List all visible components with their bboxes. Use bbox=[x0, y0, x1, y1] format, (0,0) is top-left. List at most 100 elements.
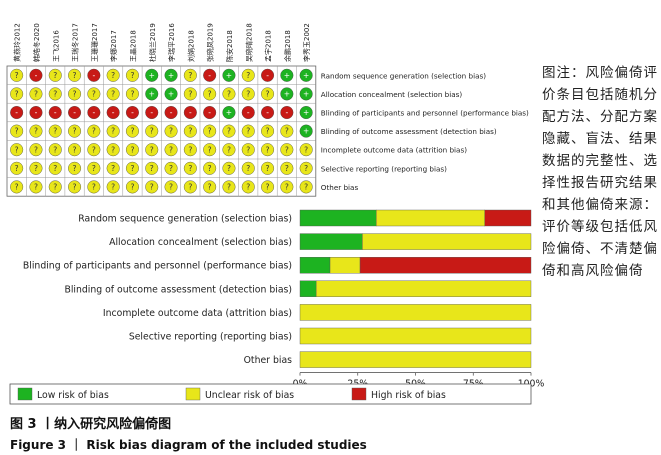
judgement-symbol: ? bbox=[53, 71, 57, 80]
high-risk-dot bbox=[203, 105, 217, 119]
judgement-symbol: - bbox=[35, 108, 38, 117]
judgement-symbol: ? bbox=[169, 145, 173, 154]
unclear-risk-dot bbox=[203, 161, 217, 175]
unclear-risk-dot bbox=[68, 143, 82, 157]
bar-segment bbox=[359, 257, 532, 274]
judgement-symbol: ? bbox=[15, 90, 19, 99]
judgement-symbol: ? bbox=[150, 145, 154, 154]
judgement-symbol: ? bbox=[15, 127, 19, 136]
unclear-risk-dot bbox=[280, 161, 294, 175]
domain-label: Allocation concealment (selection bias) bbox=[321, 90, 463, 99]
judgement-symbol: ? bbox=[188, 127, 192, 136]
judgement-symbol: ? bbox=[266, 127, 270, 136]
study-label: 韩皓冬2020 bbox=[32, 23, 41, 62]
judgement-symbol: ? bbox=[246, 164, 250, 173]
study-label: 李瑞平2016 bbox=[167, 23, 176, 62]
unclear-risk-dot bbox=[222, 87, 236, 101]
judgement-symbol: ? bbox=[227, 145, 231, 154]
bar-segment bbox=[299, 304, 532, 321]
judgement-symbol: ? bbox=[227, 183, 231, 192]
unclear-risk-dot bbox=[183, 143, 197, 157]
unclear-risk-dot bbox=[280, 180, 294, 194]
unclear-risk-dot bbox=[106, 68, 120, 82]
unclear-risk-dot bbox=[164, 161, 178, 175]
study-label: 王飞2016 bbox=[52, 30, 60, 62]
unclear-risk-dot bbox=[241, 87, 255, 101]
high-risk-dot bbox=[241, 105, 255, 119]
high-risk-dot bbox=[125, 105, 139, 119]
high-risk-dot bbox=[261, 68, 275, 82]
judgement-symbol: ? bbox=[130, 90, 134, 99]
judgement-symbol: ? bbox=[246, 71, 250, 80]
judgement-symbol: + bbox=[149, 71, 155, 80]
judgement-symbol: ? bbox=[246, 127, 250, 136]
judgement-symbol: ? bbox=[92, 90, 96, 99]
low-risk-dot bbox=[164, 68, 178, 82]
rob-graph: Random sequence generation (selection bi… bbox=[23, 209, 544, 390]
low-risk-dot bbox=[299, 124, 313, 138]
unclear-risk-dot bbox=[125, 68, 139, 82]
judgement-symbol: + bbox=[149, 90, 155, 99]
unclear-risk-dot bbox=[145, 161, 159, 175]
domain-label: Selective reporting (reporting bias) bbox=[321, 164, 447, 173]
high-risk-dot bbox=[87, 68, 101, 82]
judgement-symbol: + bbox=[168, 71, 174, 80]
judgement-symbol: ? bbox=[188, 71, 192, 80]
unclear-risk-dot bbox=[106, 180, 120, 194]
study-label: 王瑞冬2017 bbox=[71, 23, 80, 62]
judgement-symbol: ? bbox=[150, 127, 154, 136]
judgement-symbol: ? bbox=[130, 145, 134, 154]
unclear-risk-dot bbox=[203, 143, 217, 157]
low-risk-dot bbox=[299, 105, 313, 119]
judgement-symbol: ? bbox=[73, 71, 77, 80]
judgement-symbol: ? bbox=[34, 164, 38, 173]
unclear-risk-dot bbox=[280, 143, 294, 157]
unclear-risk-dot bbox=[125, 161, 139, 175]
judgement-symbol: ? bbox=[92, 183, 96, 192]
judgement-symbol: ? bbox=[53, 145, 57, 154]
unclear-risk-dot bbox=[164, 124, 178, 138]
judgement-symbol: ? bbox=[208, 164, 212, 173]
judgement-symbol: ? bbox=[285, 127, 289, 136]
legend-swatch bbox=[351, 387, 367, 401]
judgement-symbol: ? bbox=[208, 183, 212, 192]
legend-label: Unclear risk of bias bbox=[205, 390, 294, 401]
unclear-risk-dot bbox=[241, 143, 255, 157]
bar-segment bbox=[299, 257, 331, 274]
study-label: 李秀玉2002 bbox=[302, 23, 311, 62]
judgement-symbol: ? bbox=[130, 127, 134, 136]
high-risk-dot bbox=[87, 105, 101, 119]
high-risk-dot bbox=[29, 68, 43, 82]
bar-category-label: Random sequence generation (selection bi… bbox=[78, 214, 292, 225]
legend-label: High risk of bias bbox=[371, 390, 446, 401]
judgement-symbol: ? bbox=[15, 71, 19, 80]
domain-label: Random sequence generation (selection bi… bbox=[321, 71, 486, 80]
high-risk-dot bbox=[68, 105, 82, 119]
domain-label: Other bias bbox=[321, 183, 359, 192]
high-risk-dot bbox=[106, 105, 120, 119]
judgement-symbol: - bbox=[208, 71, 211, 80]
judgement-symbol: ? bbox=[150, 183, 154, 192]
unclear-risk-dot bbox=[48, 143, 62, 157]
study-label: 杜晓兰2019 bbox=[148, 23, 157, 62]
study-label: 陈安2018 bbox=[225, 30, 234, 62]
unclear-risk-dot bbox=[10, 87, 24, 101]
bar-category-label: Blinding of participants and personnel (… bbox=[23, 261, 292, 272]
judgement-symbol: ? bbox=[304, 164, 308, 173]
unclear-risk-dot bbox=[183, 124, 197, 138]
judgement-symbol: ? bbox=[304, 145, 308, 154]
judgement-symbol: + bbox=[284, 90, 290, 99]
bar-segment bbox=[299, 280, 317, 297]
unclear-risk-dot bbox=[48, 124, 62, 138]
unclear-risk-dot bbox=[29, 87, 43, 101]
unclear-risk-dot bbox=[241, 68, 255, 82]
judgement-symbol: ? bbox=[227, 90, 231, 99]
unclear-risk-dot bbox=[299, 143, 313, 157]
high-risk-dot bbox=[280, 105, 294, 119]
legend-swatch bbox=[17, 387, 33, 401]
study-label: 刘娟2018 bbox=[186, 30, 195, 62]
legend-swatch bbox=[185, 387, 201, 401]
judgement-symbol: ? bbox=[285, 164, 289, 173]
judgement-symbol: - bbox=[189, 108, 192, 117]
